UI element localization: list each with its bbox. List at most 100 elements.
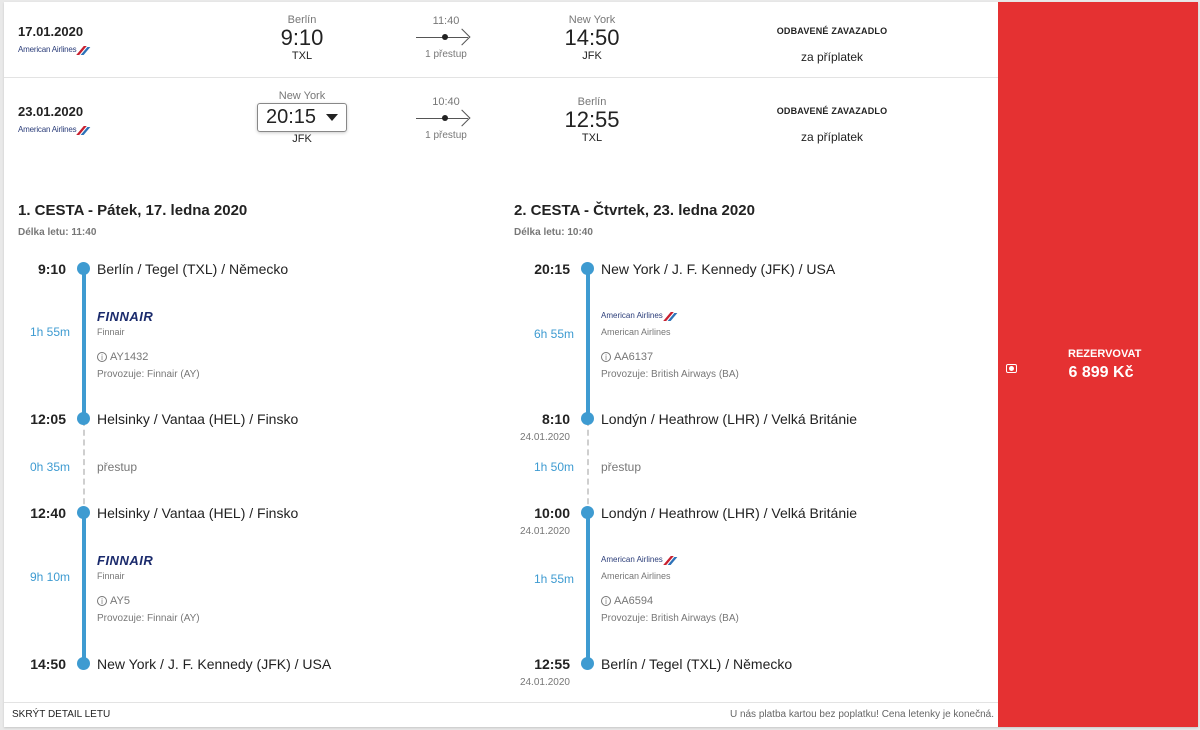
transfer-label: přestup (601, 460, 642, 474)
stop-date: 24.01.2020 (519, 432, 570, 443)
flight-duration: 1h 55m (29, 325, 70, 339)
stop-name: Berlín / Tegel (TXL) / Německo (601, 656, 793, 672)
american-airlines-logo: American Airlines (18, 45, 90, 54)
stops-text: 1 přestup (425, 130, 467, 141)
arrival-city: New York (568, 14, 616, 26)
arrival-city: Berlín (577, 96, 607, 108)
hide-detail-link[interactable]: SKRÝT DETAIL LETU (12, 709, 111, 720)
return-date: 23.01.2020 (18, 104, 84, 119)
duration-text: 10:40 (432, 96, 460, 108)
baggage-note: za příplatek (800, 130, 864, 144)
aa-eagle-icon (665, 312, 677, 320)
leg2-transfer-line (587, 420, 589, 514)
leg1-detail: 1. CESTA - Pátek, 17. ledna 2020 Délka l… (18, 202, 247, 238)
baggage-title: ODBAVENÉ ZAVAZADLO (776, 26, 888, 36)
outbound-departure: Berlín 9:10 TXL (242, 14, 362, 62)
stop-name: Londýn / Heathrow (LHR) / Velká Británie (601, 505, 858, 521)
info-icon: i (97, 596, 107, 606)
book-button[interactable]: REZERVOVAT 6 899 Kč (998, 342, 1198, 392)
aa-eagle-icon (665, 556, 677, 564)
stop-time: 14:50 (30, 656, 66, 672)
timeline-node (581, 657, 594, 670)
flight-number[interactable]: i AY1432 (97, 351, 148, 363)
arrival-code: JFK (582, 50, 602, 62)
departure-time: 9:10 (280, 25, 324, 50)
timeline-node (581, 506, 594, 519)
leg2-segment1-line (586, 268, 590, 420)
flight-details: 17.01.2020 American Airlines Berlín 9:10… (4, 2, 998, 727)
aa-eagle-icon (78, 126, 90, 134)
stop-name: New York / J. F. Kennedy (JFK) / USA (601, 261, 836, 277)
flight-number[interactable]: i AY5 (97, 595, 130, 607)
stop-date: 24.01.2020 (519, 526, 570, 537)
aa-eagle-icon (78, 46, 90, 54)
payment-note: U nás platba kartou bez poplatku! Cena l… (729, 709, 994, 720)
leg2-heading: 2. CESTA - Čtvrtek, 23. ledna 2020 (514, 202, 755, 219)
stop-time: 20:15 (534, 261, 570, 277)
operated-by: Provozuje: Finnair (AY) (97, 613, 200, 624)
dropdown-triangle-icon (326, 114, 339, 121)
timeline-node (581, 262, 594, 275)
leg1-segment1-line (82, 268, 86, 420)
finnair-logo: FINNAIR (97, 553, 154, 568)
departure-code: TXL (291, 50, 313, 62)
stop-name: New York / J. F. Kennedy (JFK) / USA (97, 656, 332, 672)
stop-time: 10:00 (534, 505, 570, 521)
outbound-summary-row: 17.01.2020 American Airlines Berlín 9:10… (4, 2, 998, 78)
return-duration: 10:40 1 přestup (396, 96, 496, 141)
arrow-icon (396, 108, 496, 128)
departure-city: Berlín (287, 14, 317, 26)
stop-name: Berlín / Tegel (TXL) / Německo (97, 261, 289, 277)
flight-duration: 1h 55m (533, 572, 574, 586)
flight-duration: 6h 55m (533, 327, 574, 341)
return-arrival: Berlín 12:55 TXL (532, 96, 652, 144)
booking-panel[interactable]: REZERVOVAT 6 899 Kč (998, 2, 1198, 727)
book-label: REZERVOVAT (1068, 348, 1142, 360)
american-airlines-logo: American Airlines (18, 125, 90, 134)
airline-name: Finnair (97, 571, 125, 581)
flight-number[interactable]: i AA6594 (601, 595, 653, 607)
airline-name: American Airlines (601, 571, 671, 581)
stop-time: 9:10 (37, 261, 66, 277)
operated-by: Provozuje: Finnair (AY) (97, 369, 200, 380)
transfer-duration: 0h 35m (29, 460, 70, 474)
leg1-heading: 1. CESTA - Pátek, 17. ledna 2020 (18, 202, 248, 219)
airline-name: American Airlines (601, 327, 671, 337)
leg1-length: Délka letu: 11:40 (18, 227, 97, 238)
departure-city: New York (278, 90, 326, 102)
wallet-icon (1006, 364, 1017, 373)
stop-time: 8:10 (541, 411, 570, 427)
operated-by: Provozuje: British Airways (BA) (601, 369, 739, 380)
arrival-time: 14:50 (564, 25, 620, 50)
arrival-code: TXL (581, 132, 603, 144)
leg2-segment2-line (586, 514, 590, 664)
finnair-logo: FINNAIR (97, 309, 154, 324)
timeline-node (581, 412, 594, 425)
timeline-node (77, 657, 90, 670)
info-icon: i (601, 352, 611, 362)
book-price: 6 899 Kč (1068, 364, 1134, 381)
stops-text: 1 přestup (425, 49, 467, 60)
info-icon: i (97, 352, 107, 362)
card-footer: SKRÝT DETAIL LETU U nás platba kartou be… (4, 702, 998, 727)
flight-number[interactable]: i AA6137 (601, 351, 653, 363)
american-airlines-logo: American Airlines (601, 311, 677, 320)
outbound-duration: 11:40 1 přestup (396, 15, 496, 60)
info-icon: i (601, 596, 611, 606)
departure-time-select[interactable]: 20:15 (256, 103, 348, 132)
baggage-title: ODBAVENÉ ZAVAZADLO (776, 106, 888, 116)
stop-name: Londýn / Heathrow (LHR) / Velká Británie (601, 411, 858, 427)
arrival-time: 12:55 (564, 107, 620, 132)
outbound-date: 17.01.2020 (18, 24, 84, 39)
leg1-transfer-line (83, 420, 85, 514)
stop-time: 12:05 (30, 411, 66, 427)
flight-offer-card: 17.01.2020 American Airlines Berlín 9:10… (4, 2, 1198, 727)
leg1-segment2-line (82, 514, 86, 664)
timeline-node (77, 412, 90, 425)
return-summary-row: 23.01.2020 American Airlines New York 20… (4, 78, 998, 168)
selected-time: 20:15 (265, 106, 317, 128)
baggage-note: za příplatek (800, 50, 864, 64)
arrow-icon (396, 27, 496, 47)
airline-name: Finnair (97, 327, 125, 337)
departure-code: JFK (292, 133, 312, 145)
